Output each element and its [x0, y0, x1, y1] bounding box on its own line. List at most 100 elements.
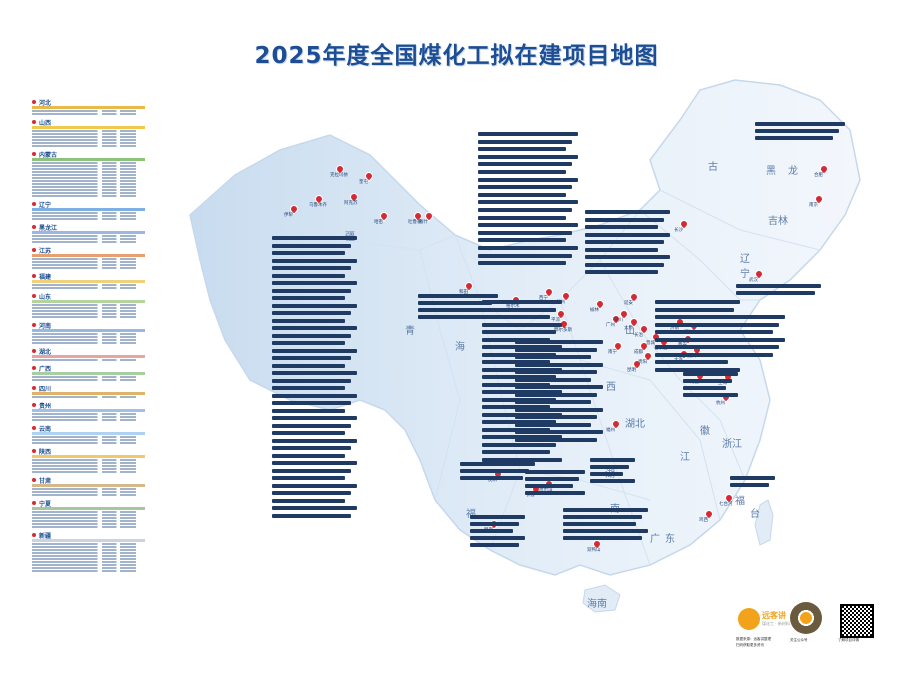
project-label-box: [272, 243, 351, 248]
city-label: 克拉玛依: [330, 173, 348, 178]
legend-row: [32, 436, 145, 438]
legend-row: [32, 336, 145, 338]
project-label-box: [563, 529, 648, 533]
legend-row: [32, 145, 145, 147]
province-label: 湖北: [625, 419, 645, 430]
city-label: 长沙: [674, 228, 683, 233]
province-label: 徽: [700, 426, 710, 437]
project-label-box: [655, 337, 728, 342]
project-label-box: [272, 393, 357, 398]
project-label-box: [460, 462, 535, 466]
legend-row: [32, 304, 145, 306]
legend-row: [32, 419, 145, 421]
province-label: 海南: [587, 599, 607, 610]
brand-logo-icon: [738, 608, 760, 630]
legend-province-name: 山东: [39, 293, 52, 301]
project-label-box: [755, 122, 845, 126]
legend-province-name: 贵州: [39, 402, 52, 410]
project-label-box: [736, 284, 821, 288]
legend-row: [32, 549, 145, 551]
project-label-box: [525, 470, 585, 474]
project-label-box: [515, 415, 597, 419]
project-label-box: [482, 442, 556, 447]
location-pin-icon: [32, 248, 36, 252]
legend-project-table: [32, 507, 145, 528]
project-label-box: [515, 385, 603, 389]
project-label-box: [585, 232, 670, 237]
project-label-box: [272, 371, 357, 375]
project-label-box: [683, 372, 738, 376]
legend-province-name: 甘肃: [39, 477, 52, 485]
legend-province-name: 湖北: [39, 348, 52, 356]
project-label-box: [460, 469, 529, 473]
project-label-box: [272, 423, 351, 428]
wechat-mini-qr-icon: [790, 602, 822, 634]
project-label-box: [272, 281, 357, 285]
city-label: 合肥: [814, 173, 823, 178]
project-label-box: [272, 288, 351, 293]
province-label: 吉林: [768, 216, 788, 227]
project-label-box: [482, 412, 562, 417]
legend-project-table: [32, 280, 145, 289]
legend-row: [32, 333, 145, 335]
legend-row: [32, 520, 145, 522]
project-label-box: [585, 217, 664, 222]
project-label-box: [272, 378, 351, 383]
legend-row: [32, 526, 145, 528]
legend-row: [32, 284, 145, 286]
legend-project-table: [32, 329, 145, 344]
project-label-box: [525, 477, 579, 481]
project-label-box: [585, 240, 664, 244]
legend-province-heading: 山西: [32, 118, 147, 127]
location-pin-icon: [32, 294, 36, 298]
city-label: 银川: [614, 318, 623, 323]
project-label-box: [590, 479, 635, 483]
project-label-box: [272, 348, 357, 353]
city-label: 和田: [459, 290, 468, 295]
project-label-box: [470, 543, 519, 547]
legend-province-heading: 山东: [32, 292, 147, 301]
legend-row: [32, 564, 145, 566]
legend-row: [32, 264, 145, 266]
legend-province-name: 内蒙古: [39, 151, 58, 159]
province-label: 西: [606, 382, 616, 393]
legend-province-name: 陕西: [39, 448, 52, 456]
legend-project-table: [32, 254, 145, 269]
legend-row: [32, 215, 145, 217]
project-label-box: [482, 390, 562, 394]
legend-province-heading: 湖北: [32, 347, 147, 356]
legend-row: [32, 168, 145, 170]
project-label-box: [482, 397, 556, 402]
project-label-box: [272, 461, 357, 465]
legend-row: [32, 517, 145, 519]
legend-row: [32, 339, 145, 341]
legend-province-name: 四川: [39, 385, 52, 393]
project-label-box: [655, 322, 740, 327]
location-pin-icon: [32, 426, 36, 430]
legend-row: [32, 462, 145, 464]
legend-row: [32, 195, 145, 197]
project-label-box: [683, 393, 738, 397]
legend-row: [32, 258, 145, 260]
location-pin-icon: [32, 323, 36, 327]
project-label-box: [710, 322, 779, 327]
project-label-box: [470, 515, 525, 519]
project-label-box: [730, 476, 775, 480]
project-label-box: [655, 352, 734, 357]
project-label-box: [478, 132, 578, 136]
location-pin-icon: [32, 225, 36, 229]
legend-project-table: [32, 106, 145, 115]
legend-province-name: 广西: [39, 365, 52, 373]
province-label: 宁: [740, 269, 750, 280]
legend-province-name: 宁夏: [39, 500, 52, 508]
project-label-box: [272, 311, 351, 315]
project-label-box: [272, 513, 351, 518]
project-label-box: [585, 255, 670, 259]
legend-province-name: 辽宁: [39, 201, 52, 209]
project-label-box: [478, 139, 572, 144]
location-pin-icon: [32, 501, 36, 505]
legend-project-table: [32, 392, 145, 398]
legend-row: [32, 142, 145, 144]
legend-province-heading: 辽宁: [32, 200, 147, 209]
legend-row: [32, 139, 145, 141]
